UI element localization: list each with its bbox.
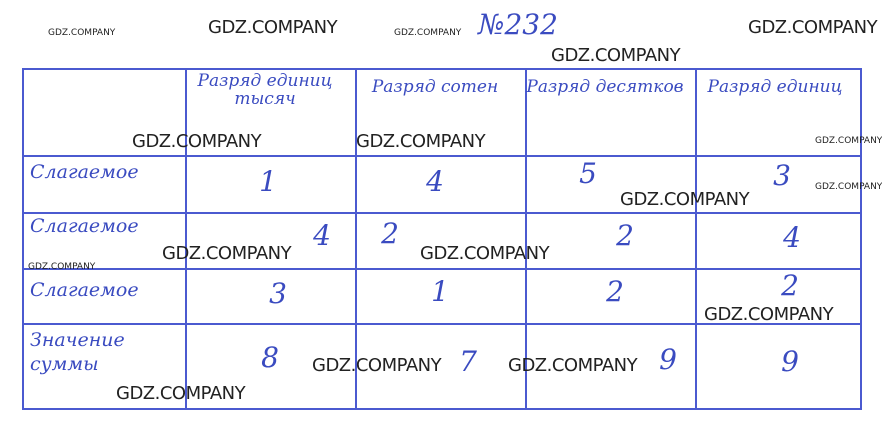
grid-line	[860, 68, 862, 410]
column-header: Разряд десятков	[526, 77, 684, 97]
cell-value: 9	[659, 343, 677, 376]
grid-line	[22, 408, 862, 410]
exercise-number: №232	[478, 8, 558, 41]
row-label: Слагаемое	[30, 161, 139, 183]
watermark: GDZ.COMPANY	[116, 383, 246, 404]
grid-line	[22, 268, 862, 270]
column-header: Разряд сотен	[371, 77, 499, 97]
watermark: GDZ.COMPANY	[508, 355, 638, 376]
column-header: Разряд единиц	[707, 77, 843, 97]
grid-line	[22, 212, 862, 214]
grid-line	[22, 68, 862, 70]
row-label: Слагаемое	[30, 215, 139, 237]
watermark: GDZ.COMPANY	[394, 28, 462, 38]
cell-value: 2	[381, 217, 399, 250]
grid-line	[22, 323, 862, 325]
watermark: GDZ.COMPANY	[48, 28, 116, 38]
cell-value: 2	[616, 219, 634, 252]
row-label: Слагаемое	[30, 279, 139, 301]
cell-value: 5	[579, 157, 597, 190]
watermark: GDZ.COMPANY	[815, 182, 882, 192]
cell-value: 4	[783, 221, 801, 254]
watermark: GDZ.COMPANY	[28, 262, 96, 272]
cell-value: 4	[426, 165, 444, 198]
watermark: GDZ.COMPANY	[132, 131, 262, 152]
cell-value: 3	[773, 159, 791, 192]
grid-line	[695, 68, 697, 410]
cell-value: 2	[606, 275, 624, 308]
grid-line	[22, 155, 862, 157]
grid-line	[525, 68, 527, 410]
watermark: GDZ.COMPANY	[620, 189, 750, 210]
cell-value: 7	[459, 345, 477, 378]
cell-value: 3	[269, 277, 287, 310]
row-label: Значение суммы	[30, 329, 125, 375]
cell-value: 1	[259, 165, 277, 198]
cell-value: 4	[313, 219, 331, 252]
grid-line	[22, 68, 24, 410]
cell-value: 9	[781, 345, 799, 378]
watermark: GDZ.COMPANY	[356, 131, 486, 152]
watermark: GDZ.COMPANY	[748, 17, 878, 38]
grid-line	[185, 68, 187, 410]
watermark: GDZ.COMPANY	[312, 355, 442, 376]
watermark: GDZ.COMPANY	[162, 243, 292, 264]
watermark: GDZ.COMPANY	[420, 243, 550, 264]
watermark: GDZ.COMPANY	[704, 304, 834, 325]
watermark: GDZ.COMPANY	[815, 136, 882, 146]
column-header: Разряд единиц тысяч	[197, 71, 333, 109]
cell-value: 2	[781, 269, 799, 302]
cell-value: 1	[431, 275, 449, 308]
cell-value: 8	[261, 341, 279, 374]
watermark: GDZ.COMPANY	[208, 17, 338, 38]
grid-line	[355, 68, 357, 410]
watermark: GDZ.COMPANY	[551, 45, 681, 66]
